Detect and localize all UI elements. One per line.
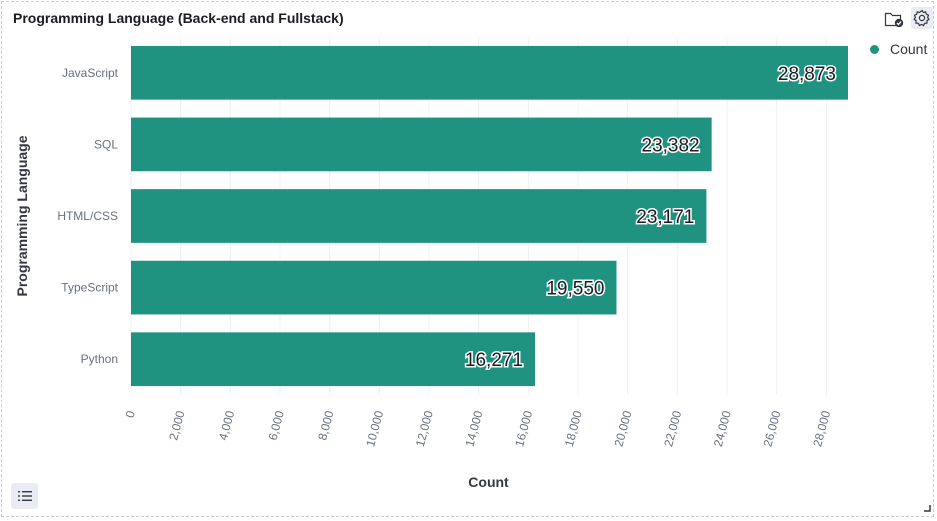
resize-corner-icon[interactable] — [923, 499, 931, 512]
bar[interactable] — [131, 260, 617, 315]
bar[interactable] — [131, 45, 848, 100]
x-tick-label: 28,000 — [810, 409, 833, 448]
x-tick-label: 14,000 — [463, 409, 486, 448]
bar[interactable] — [131, 332, 536, 387]
x-tick-label: 2,000 — [166, 409, 187, 442]
category-labels: JavaScript SQL HTML/CSS TypeScript Python — [57, 66, 118, 366]
x-tick-label: 10,000 — [363, 409, 386, 448]
panel-title: Programming Language (Back-end and Fulls… — [13, 10, 344, 26]
category-label: SQL — [94, 137, 118, 151]
y-axis-title: Programming Language — [14, 135, 30, 296]
x-tick-label: 8,000 — [315, 409, 336, 442]
x-tick-label: 20,000 — [612, 409, 635, 448]
x-tick-label: 16,000 — [512, 409, 535, 448]
legend[interactable]: Count — [870, 41, 927, 57]
x-axis-title: Count — [468, 474, 509, 490]
x-tick-label: 26,000 — [761, 409, 784, 448]
bar[interactable] — [131, 117, 712, 172]
x-tick-label: 22,000 — [661, 409, 684, 448]
x-tick-label: 18,000 — [562, 409, 585, 448]
gear-icon[interactable] — [911, 7, 933, 29]
x-tick-label: 0 — [123, 409, 138, 419]
category-label: JavaScript — [62, 66, 119, 80]
x-tick-label: 24,000 — [711, 409, 734, 448]
legend-swatch — [870, 44, 879, 54]
x-tick-label: 4,000 — [216, 409, 237, 442]
bar-value-label: 19,550 — [546, 279, 604, 300]
category-label: HTML/CSS — [57, 209, 118, 223]
list-icon[interactable] — [11, 483, 38, 509]
x-tick-labels: 0 2,000 4,000 6,000 8,000 10,000 12,000 14,000 1… — [123, 409, 834, 448]
category-label: TypeScript — [61, 281, 118, 295]
legend-label: Count — [890, 41, 928, 57]
x-tick-label: 6,000 — [266, 409, 287, 442]
category-label: Python — [81, 352, 118, 366]
bar-value-label: 23,382 — [642, 135, 700, 156]
value-labels: 28,873 23,382 23,171 19,550 16,271 — [463, 62, 837, 372]
bar[interactable] — [131, 189, 707, 243]
bar-value-label: 16,271 — [465, 350, 523, 371]
x-tick-label: 12,000 — [413, 409, 436, 448]
bars — [131, 45, 848, 387]
bar-value-label: 23,171 — [636, 207, 694, 228]
bar-value-label: 28,873 — [778, 64, 836, 85]
folder-check-icon[interactable] — [883, 8, 905, 30]
